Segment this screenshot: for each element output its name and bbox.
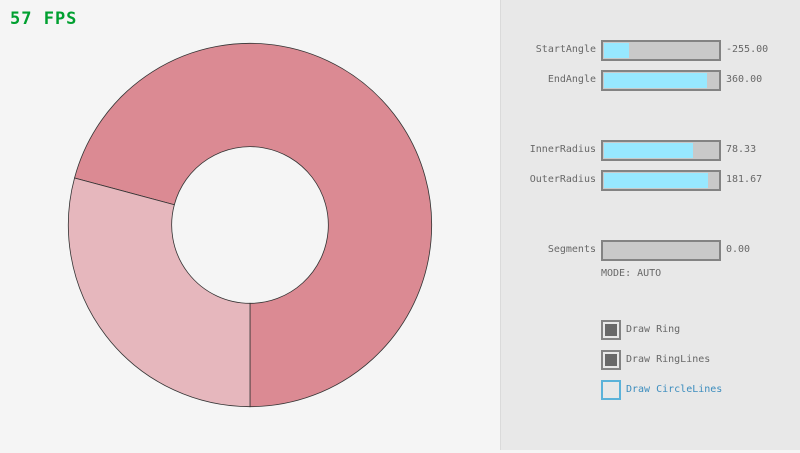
slider-fill [604, 173, 708, 188]
checkbox-label: Draw RingLines [626, 354, 711, 365]
checkbox-draw-ring[interactable]: Draw Ring [601, 320, 800, 340]
slider-value: 360.00 [726, 74, 763, 85]
slider-inner-radius[interactable]: InnerRadius 78.33 [501, 140, 800, 161]
checkbox-box[interactable] [601, 320, 621, 340]
slider-fill [604, 73, 707, 88]
slider-value: -255.00 [726, 44, 769, 55]
slider-start-angle[interactable]: StartAngle -255.00 [501, 40, 800, 61]
slider-outer-radius[interactable]: OuterRadius 181.67 [501, 170, 800, 191]
slider-fill [604, 143, 694, 158]
mode-label: MODE: AUTO [601, 268, 662, 279]
slider-label: EndAngle [547, 74, 596, 85]
fps-counter: 57 FPS [10, 9, 78, 29]
slider-value: 78.33 [726, 144, 757, 155]
slider-fill [604, 43, 629, 58]
slider-track[interactable] [601, 40, 721, 61]
slider-segments[interactable]: Segments 0.00 [501, 240, 800, 261]
slider-end-angle[interactable]: EndAngle 360.00 [501, 70, 800, 91]
ring-sector-single [67, 177, 251, 408]
slider-label: InnerRadius [529, 144, 596, 155]
check-mark-icon [605, 324, 617, 336]
slider-label: Segments [547, 244, 596, 255]
checkbox-box[interactable] [601, 380, 621, 400]
slider-label: OuterRadius [529, 174, 596, 185]
slider-value: 181.67 [726, 174, 763, 185]
controls-panel: StartAngle -255.00 EndAngle 360.00 Inner… [500, 0, 800, 450]
ring-drawing [67, 42, 433, 408]
slider-track[interactable] [601, 140, 721, 161]
checkbox-label: Draw CircleLines [626, 384, 723, 395]
checkbox-draw-circle-lines[interactable]: Draw CircleLines [601, 380, 800, 400]
slider-value: 0.00 [726, 244, 751, 255]
slider-label: StartAngle [535, 44, 596, 55]
checkbox-draw-ring-lines[interactable]: Draw RingLines [601, 350, 800, 370]
check-mark-icon [605, 354, 617, 366]
slider-track[interactable] [601, 170, 721, 191]
slider-track[interactable] [601, 70, 721, 91]
slider-track[interactable] [601, 240, 721, 261]
render-canvas: 57 FPS [10, 9, 433, 408]
checkbox-box[interactable] [601, 350, 621, 370]
checkbox-label: Draw Ring [626, 324, 681, 335]
ring-sector-overlap [74, 42, 433, 408]
